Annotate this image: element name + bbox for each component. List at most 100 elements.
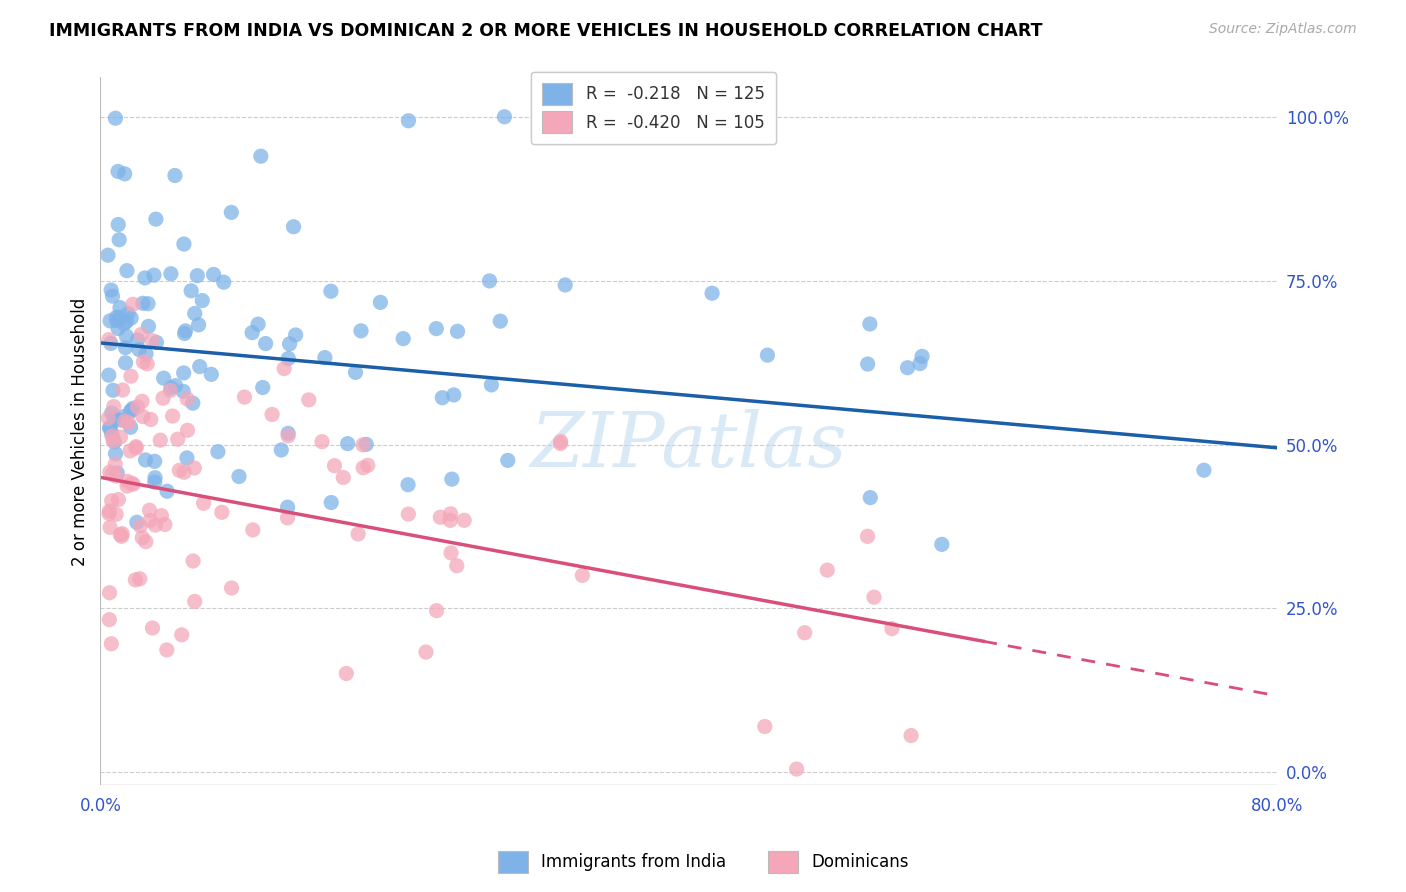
Point	[284, 328, 307, 343]
Point	[138, 319, 160, 334]
Point	[143, 518, 166, 533]
Point	[98, 314, 121, 328]
Point	[136, 357, 159, 371]
Point	[173, 326, 195, 341]
Point	[124, 573, 146, 587]
Point	[100, 283, 122, 297]
Point	[134, 271, 156, 285]
Point	[105, 466, 128, 480]
Point	[357, 458, 380, 473]
Point	[145, 212, 167, 227]
Point	[152, 391, 174, 405]
Point	[221, 205, 243, 219]
Point	[142, 268, 165, 282]
Point	[100, 336, 122, 351]
Point	[571, 568, 593, 582]
Point	[247, 317, 270, 331]
Point	[122, 401, 145, 416]
Point	[193, 496, 215, 510]
Point	[250, 149, 273, 163]
Point	[931, 537, 953, 551]
Point	[111, 383, 134, 397]
Point	[252, 380, 274, 394]
Point	[131, 531, 153, 545]
Point	[120, 404, 142, 418]
Point	[110, 430, 132, 444]
Point	[115, 315, 138, 329]
Point	[97, 411, 120, 425]
Legend: R =  -0.218   N = 125, R =  -0.420   N = 105: R = -0.218 N = 125, R = -0.420 N = 105	[531, 71, 776, 145]
Point	[432, 391, 454, 405]
Point	[212, 275, 235, 289]
Point	[103, 412, 125, 426]
Point	[277, 429, 299, 443]
Point	[97, 333, 120, 347]
Point	[134, 453, 156, 467]
Text: Source: ZipAtlas.com: Source: ZipAtlas.com	[1209, 22, 1357, 37]
Point	[143, 454, 166, 468]
Y-axis label: 2 or more Vehicles in Household: 2 or more Vehicles in Household	[72, 297, 89, 566]
Point	[104, 447, 127, 461]
Point	[398, 113, 420, 128]
Point	[446, 324, 468, 338]
Point	[149, 433, 172, 447]
Point	[98, 520, 121, 534]
Point	[321, 495, 343, 509]
Point	[323, 458, 346, 473]
Point	[856, 529, 879, 543]
Point	[114, 356, 136, 370]
Point	[440, 546, 463, 560]
Point	[173, 366, 195, 380]
Point	[181, 554, 204, 568]
Point	[127, 333, 149, 347]
Point	[415, 645, 437, 659]
Point	[277, 511, 299, 525]
Point	[211, 505, 233, 519]
Point	[127, 400, 149, 414]
Point	[207, 444, 229, 458]
Point	[187, 318, 209, 332]
Point	[856, 357, 879, 371]
Point	[425, 604, 447, 618]
Point	[183, 594, 205, 608]
Point	[440, 472, 463, 486]
Point	[156, 484, 179, 499]
Point	[1192, 463, 1215, 477]
Point	[183, 461, 205, 475]
Point	[298, 392, 321, 407]
Point	[107, 321, 129, 335]
Point	[107, 492, 129, 507]
Point	[311, 434, 333, 449]
Point	[131, 394, 153, 409]
Point	[141, 334, 163, 348]
Point	[108, 413, 131, 427]
Point	[141, 621, 163, 635]
Point	[117, 475, 139, 489]
Point	[111, 526, 134, 541]
Point	[132, 409, 155, 424]
Point	[98, 465, 121, 479]
Point	[97, 368, 120, 383]
Point	[129, 327, 152, 342]
Point	[98, 613, 121, 627]
Point	[101, 467, 124, 481]
Point	[254, 336, 277, 351]
Point	[425, 321, 447, 335]
Point	[262, 408, 284, 422]
Point	[344, 365, 367, 379]
Text: IMMIGRANTS FROM INDIA VS DOMINICAN 2 OR MORE VEHICLES IN HOUSEHOLD CORRELATION C: IMMIGRANTS FROM INDIA VS DOMINICAN 2 OR …	[49, 22, 1043, 40]
Point	[352, 460, 374, 475]
Point	[188, 359, 211, 374]
Point	[117, 416, 139, 430]
Point	[125, 441, 148, 455]
Point	[191, 293, 214, 308]
Point	[446, 558, 468, 573]
Point	[138, 503, 160, 517]
Point	[354, 437, 377, 451]
Point	[115, 479, 138, 493]
Point	[121, 476, 143, 491]
Point	[111, 529, 134, 543]
Point	[160, 267, 183, 281]
Point	[107, 218, 129, 232]
Point	[176, 423, 198, 437]
